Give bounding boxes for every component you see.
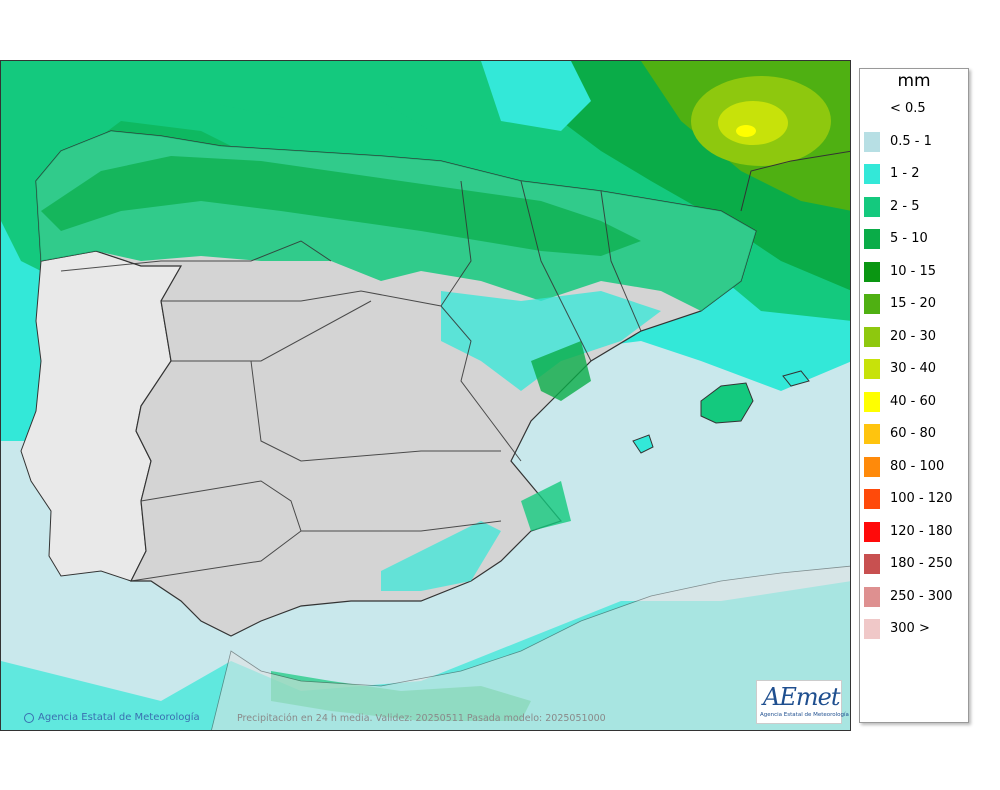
legend-label: 250 - 300 <box>890 588 953 604</box>
legend-swatch <box>864 456 880 477</box>
legend-label: 300 > <box>890 621 930 636</box>
legend-swatch <box>864 359 880 379</box>
legend-swatch <box>864 294 880 314</box>
legend-label: 15 - 20 <box>890 296 937 311</box>
logo-text: AEmet <box>763 683 840 711</box>
map-canvas <box>1 61 850 730</box>
legend-row: 180 - 250 <box>864 554 964 574</box>
legend-swatch <box>864 131 880 152</box>
legend-row: 10 - 15 <box>864 261 964 282</box>
legend-label: 60 - 80 <box>890 426 937 441</box>
legend-row: 5 - 10 <box>864 229 964 249</box>
legend-row: < 0.5 <box>864 99 964 119</box>
legend-row: 20 - 30 <box>864 326 964 347</box>
legend-label: 180 - 250 <box>890 556 953 571</box>
legend-label: 20 - 30 <box>890 328 937 344</box>
menorca-island <box>782 370 810 387</box>
legend-swatch <box>864 261 880 282</box>
legend-swatch <box>864 391 880 412</box>
aemet-logo: AEmet Agencia Estatal de Meteorología <box>756 680 849 724</box>
legend-row: 1 - 2 <box>864 164 964 184</box>
legend-swatch <box>864 164 880 184</box>
legend-swatch <box>864 489 880 509</box>
ibiza-island <box>632 434 654 454</box>
legend-label: 2 - 5 <box>890 198 920 214</box>
legend-row: 300 > <box>864 619 964 639</box>
legend-label: 1 - 2 <box>890 166 920 181</box>
legend-swatch <box>864 326 880 347</box>
map-footer-caption: Precipitación en 24 h media. Validez: 20… <box>237 713 606 724</box>
precip-field-top-light <box>1 61 561 131</box>
precipitation-legend: mm < 0.5 0.5 - 1 1 - 2 2 - 5 5 - 10 10 - 15 15… <box>859 68 969 723</box>
legend-label: 30 - 40 <box>890 361 937 376</box>
legend-label: 0.5 - 1 <box>890 133 932 149</box>
north-africa-land <box>211 565 850 730</box>
region-borders <box>60 180 642 582</box>
legend-swatch <box>864 619 880 639</box>
legend-swatch <box>864 554 880 574</box>
legend-label: 80 - 100 <box>890 458 945 474</box>
legend-label: 5 - 10 <box>890 231 928 246</box>
legend-swatch <box>864 229 880 249</box>
precip-murcia <box>521 481 571 531</box>
legend-unit: mm <box>897 71 931 91</box>
legend-label: 10 - 15 <box>890 263 937 279</box>
precip-over-north-land-5-10 <box>41 156 641 256</box>
precip-southeast <box>381 521 501 591</box>
legend-label: 120 - 180 <box>890 523 953 539</box>
agency-credit: Agencia Estatal de Meteorología <box>38 712 200 723</box>
precip-northeast-strip <box>441 291 661 391</box>
legend-row: 30 - 40 <box>864 359 964 379</box>
france-border <box>740 150 850 212</box>
copyright-icon <box>24 713 34 723</box>
legend-label: 100 - 120 <box>890 491 953 506</box>
precipitation-map[interactable] <box>0 60 851 731</box>
legend-row: 120 - 180 <box>864 521 964 542</box>
legend-swatch <box>864 99 880 119</box>
legend-row: 0.5 - 1 <box>864 131 964 152</box>
legend-swatch <box>864 196 880 217</box>
legend-row: 15 - 20 <box>864 294 964 314</box>
legend-swatch <box>864 521 880 542</box>
legend-row: 2 - 5 <box>864 196 964 217</box>
legend-label: < 0.5 <box>890 101 926 116</box>
precip-field-topcenter-light <box>481 61 591 131</box>
precip-field-biscay-40-60 <box>736 125 756 137</box>
logo-subtitle: Agencia Estatal de Meteorología <box>760 712 849 718</box>
legend-swatch <box>864 586 880 607</box>
legend-row: 250 - 300 <box>864 586 964 607</box>
legend-row: 40 - 60 <box>864 391 964 412</box>
mallorca-island <box>700 382 754 424</box>
precip-levante <box>531 341 591 401</box>
legend-row: 100 - 120 <box>864 489 964 509</box>
legend-row: 60 - 80 <box>864 424 964 444</box>
legend-row: 80 - 100 <box>864 456 964 477</box>
precip-field-biscay-30-40 <box>718 101 788 145</box>
legend-swatch <box>864 424 880 444</box>
legend-label: 40 - 60 <box>890 393 937 409</box>
